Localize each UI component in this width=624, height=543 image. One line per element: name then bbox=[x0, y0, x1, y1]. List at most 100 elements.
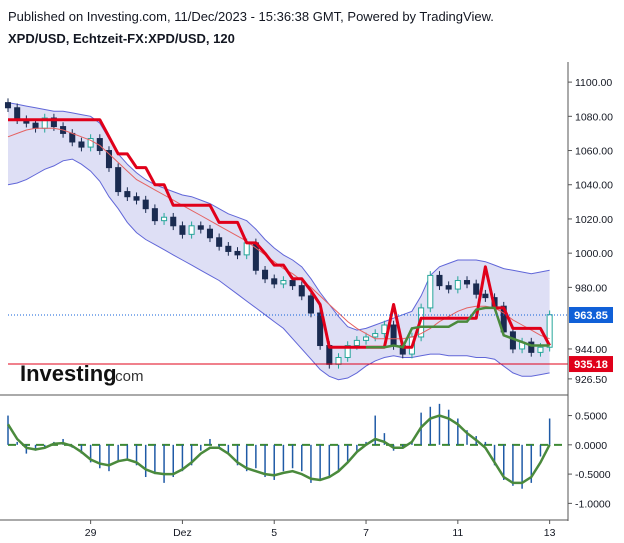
logo-brand: Investing bbox=[20, 361, 117, 386]
candle-body bbox=[473, 283, 480, 295]
candle-body bbox=[528, 341, 535, 353]
price-tick-label: 926.50 bbox=[575, 374, 607, 386]
candle bbox=[473, 279, 480, 299]
level-price-tag-label: 935.18 bbox=[574, 359, 608, 371]
candle bbox=[482, 289, 489, 302]
oscillator-tick-label: 0.0000 bbox=[575, 440, 607, 452]
candle bbox=[142, 195, 149, 213]
oscillator-tick-label: 0.5000 bbox=[575, 411, 607, 423]
published-caption: Published on Investing.com, 11/Dec/2023 … bbox=[8, 9, 494, 24]
candle-body bbox=[151, 208, 158, 222]
candle bbox=[151, 204, 158, 225]
candle-body bbox=[188, 225, 195, 235]
candle-body bbox=[32, 122, 39, 129]
candle bbox=[445, 281, 452, 294]
candle bbox=[225, 242, 232, 256]
symbol-title: XPD/USD, Echtzeit-FX:XPD/USD, 120 bbox=[8, 31, 235, 46]
candle-body bbox=[271, 278, 278, 285]
candle-body bbox=[124, 191, 131, 198]
candle bbox=[363, 332, 370, 345]
green-signal-line bbox=[366, 306, 550, 349]
candle-body bbox=[115, 167, 122, 193]
price-tick-label: 1080.00 bbox=[575, 111, 613, 123]
candle-body bbox=[4, 102, 12, 109]
band-lower-line bbox=[7, 158, 550, 381]
candle-body bbox=[353, 339, 360, 347]
price-tick-label: 980.00 bbox=[575, 282, 607, 294]
level-price-tag: 935.18 bbox=[569, 356, 613, 373]
candle bbox=[262, 265, 269, 284]
last-price-tag: 963.85 bbox=[569, 306, 613, 323]
candle-body bbox=[50, 117, 57, 128]
oscillator-panel bbox=[6, 403, 568, 489]
candle bbox=[105, 146, 113, 172]
candle-body bbox=[105, 150, 113, 169]
candle bbox=[216, 233, 223, 251]
candle-body bbox=[170, 216, 177, 227]
time-tick-label: 13 bbox=[544, 527, 556, 539]
candle bbox=[463, 276, 471, 289]
candle-body bbox=[87, 138, 94, 148]
candle-body bbox=[390, 324, 397, 347]
candle-body bbox=[482, 293, 489, 299]
trailing-stop-line bbox=[8, 118, 551, 349]
candle-body bbox=[335, 357, 342, 365]
candle bbox=[197, 221, 204, 234]
candle-body bbox=[289, 280, 296, 287]
candle-body bbox=[363, 336, 370, 341]
candle bbox=[344, 341, 351, 362]
candle-body bbox=[197, 225, 204, 230]
candle bbox=[280, 276, 287, 289]
band-upper-line bbox=[7, 102, 550, 331]
candle-body bbox=[262, 269, 269, 280]
candle-body bbox=[69, 132, 76, 143]
candle-body bbox=[298, 285, 305, 297]
candle-body bbox=[133, 196, 140, 201]
candle bbox=[454, 276, 461, 294]
candle-body bbox=[372, 333, 379, 338]
candle-body bbox=[216, 237, 223, 247]
candle-body bbox=[537, 346, 544, 353]
time-tick-label: 29 bbox=[85, 527, 97, 539]
candle-body bbox=[78, 141, 85, 148]
candle-body bbox=[161, 216, 168, 222]
time-tick-label: 11 bbox=[452, 527, 463, 539]
candle bbox=[528, 337, 535, 357]
candle bbox=[317, 308, 324, 350]
candle-body bbox=[225, 245, 232, 252]
price-tags: 963.85 935.18 bbox=[569, 306, 613, 373]
time-tick-label: 7 bbox=[363, 527, 369, 539]
candle bbox=[78, 137, 85, 152]
candle bbox=[234, 247, 241, 260]
candle bbox=[4, 98, 12, 113]
time-tick-label: 5 bbox=[271, 527, 277, 539]
candle bbox=[307, 291, 314, 318]
candle bbox=[87, 134, 94, 152]
candle-body bbox=[436, 274, 443, 287]
oscillator-tick-label: -0.5000 bbox=[575, 469, 611, 481]
oscillator-tick-label: -1.0000 bbox=[575, 498, 611, 510]
price-tick-label: 1060.00 bbox=[575, 146, 613, 158]
candle bbox=[124, 187, 131, 201]
candle-body bbox=[234, 250, 241, 256]
candle bbox=[170, 212, 177, 231]
oscillator-line bbox=[6, 414, 551, 485]
last-price-tag-label: 963.85 bbox=[574, 310, 608, 322]
price-tick-label: 1100.00 bbox=[575, 77, 612, 89]
price-tick-label: 944.00 bbox=[575, 344, 607, 356]
logo-suffix: .com bbox=[111, 368, 144, 385]
price-tick-label: 1040.00 bbox=[575, 180, 613, 192]
candle bbox=[271, 274, 278, 289]
candle bbox=[298, 281, 305, 301]
candle-body bbox=[243, 242, 250, 256]
price-tick-label: 1000.00 bbox=[575, 248, 613, 260]
level-price-tag-box bbox=[569, 356, 613, 373]
axes: 1100.00 1080.00 1060.00 1040.00 1020.00 1000.… bbox=[0, 62, 613, 539]
indicator-lines bbox=[7, 118, 568, 365]
price-tick-label: 1020.00 bbox=[575, 214, 613, 226]
candle-body bbox=[344, 345, 351, 358]
candle-body bbox=[317, 312, 324, 347]
candle bbox=[436, 271, 443, 290]
candle bbox=[206, 224, 213, 243]
